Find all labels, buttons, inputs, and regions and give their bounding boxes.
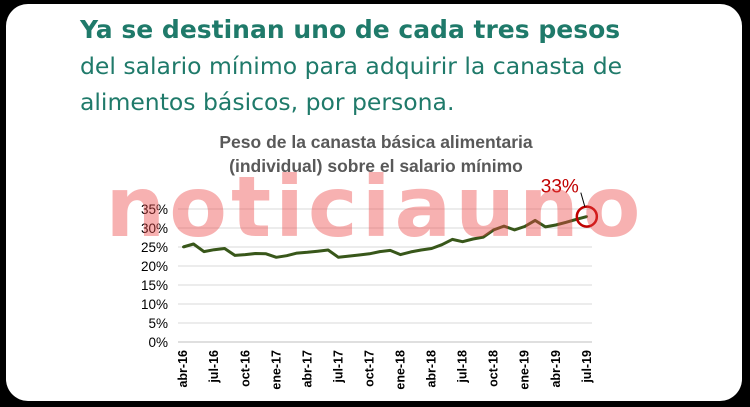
data-point <box>471 237 475 241</box>
data-point <box>461 240 464 243</box>
y-tick-label: 35% <box>141 202 168 217</box>
data-point <box>192 242 195 246</box>
data-point <box>409 250 413 254</box>
x-tick-label: abr-19 <box>549 350 563 388</box>
y-tick-label: 0% <box>148 335 168 350</box>
data-point <box>275 256 278 259</box>
x-tick-label: ene-19 <box>518 350 532 390</box>
data-point <box>430 247 433 250</box>
data-point <box>213 248 216 251</box>
x-tick-label: abr-16 <box>176 350 190 388</box>
highlight-circle <box>575 205 599 228</box>
y-tick-label: 5% <box>148 316 168 331</box>
data-point <box>585 215 589 218</box>
series-line <box>182 215 588 259</box>
data-point <box>523 225 526 228</box>
chart-title: Peso de la canasta básica alimentaria (i… <box>166 130 586 178</box>
callout-label: 33% <box>541 177 579 198</box>
data-point <box>337 256 340 259</box>
data-point <box>368 252 371 256</box>
data-point <box>254 252 257 255</box>
y-tick-label: 15% <box>141 278 168 293</box>
x-tick-label: oct-16 <box>238 350 252 387</box>
data-point <box>357 253 361 257</box>
data-point <box>285 254 288 257</box>
x-tick-label: oct-17 <box>362 350 376 387</box>
headline-text: del salario mínimo para adquirir la cana… <box>80 52 623 116</box>
data-point <box>492 228 495 232</box>
y-tick-label: 20% <box>141 259 168 274</box>
data-point <box>554 223 557 227</box>
x-tick-label: ene-17 <box>269 350 283 390</box>
x-tick-label: jul-16 <box>207 350 221 384</box>
data-point <box>502 224 506 228</box>
data-point <box>451 238 454 241</box>
y-tick-label: 30% <box>141 221 168 236</box>
data-point <box>420 248 423 252</box>
data-point <box>202 250 206 253</box>
y-tick-label: 10% <box>141 297 168 312</box>
data-point <box>513 228 516 232</box>
data-point <box>316 249 319 253</box>
data-point <box>378 250 382 253</box>
data-point <box>388 249 392 252</box>
chart-panel: Ya se destinan uno de cada tres pesos de… <box>6 4 742 401</box>
data-point <box>326 248 330 252</box>
x-tick-label: ene-18 <box>394 350 408 390</box>
data-point <box>482 235 485 239</box>
x-tick-label: oct-18 <box>487 350 501 387</box>
chart-title-line-1: Peso de la canasta básica alimentaria <box>219 132 533 152</box>
data-point <box>244 253 247 256</box>
x-tick-label: jul-19 <box>580 350 594 384</box>
x-tick-label: jul-17 <box>331 350 345 384</box>
y-tick-label: 25% <box>141 240 168 255</box>
data-point <box>347 254 350 258</box>
x-tick-label: abr-17 <box>300 350 314 388</box>
data-point <box>440 243 444 246</box>
data-point <box>533 219 537 222</box>
data-point <box>181 245 185 249</box>
x-tick-label: abr-18 <box>425 350 439 388</box>
data-point <box>306 251 309 254</box>
data-point <box>264 252 268 256</box>
x-tick-label: jul-18 <box>456 350 470 384</box>
data-point <box>544 225 547 229</box>
data-point <box>564 221 568 224</box>
chart-title-line-2: (individual) sobre el salario mínimo <box>229 156 523 176</box>
data-point <box>399 253 402 256</box>
data-point <box>295 251 299 255</box>
headline: Ya se destinan uno de cada tres pesos de… <box>80 12 720 120</box>
data-point <box>223 247 226 250</box>
headline-bold: Ya se destinan uno de cada tres pesos <box>80 15 621 44</box>
callout-leader <box>580 192 586 207</box>
data-point <box>233 254 237 257</box>
